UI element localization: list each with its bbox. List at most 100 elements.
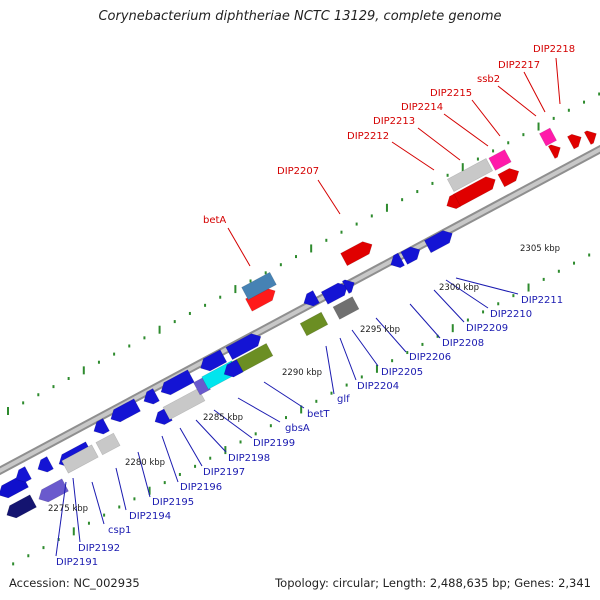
leader-line: [115, 467, 127, 511]
gene-label: betA: [203, 215, 226, 226]
gene-label: DIP2217: [498, 60, 540, 71]
gene-label: DIP2208: [442, 338, 484, 349]
gene-label: DIP2198: [228, 453, 270, 464]
gene-arrow: [95, 432, 121, 456]
leader-line: [433, 289, 465, 323]
gene-arrow: [6, 494, 37, 519]
gene-arrow: [341, 279, 355, 294]
gene-label: betT: [307, 409, 330, 420]
gene-label: DIP2206: [409, 352, 451, 363]
gene-arrow: [390, 252, 406, 269]
gene-arrow: [583, 130, 597, 145]
gene-arrow: [332, 296, 360, 320]
gene-arrow: [320, 282, 348, 305]
gene-label: DIP2215: [430, 88, 472, 99]
accession-text: Accession: NC_002935: [9, 576, 140, 590]
label-leaders: [55, 57, 561, 557]
gene-arrow: [162, 387, 206, 421]
gene-label: gbsA: [285, 423, 310, 434]
gene-label: DIP2204: [357, 381, 399, 392]
leader-line: [555, 57, 561, 105]
leader-line: [523, 71, 546, 113]
gene-label: DIP2209: [466, 323, 508, 334]
gene-label: DIP2211: [521, 295, 563, 306]
gene-label: DIP2199: [253, 438, 295, 449]
leader-line: [339, 337, 357, 381]
gene-label: DIP2192: [78, 543, 120, 554]
gene-arrow: [446, 193, 462, 210]
leader-line: [325, 345, 335, 395]
gene-label: DIP2213: [373, 116, 415, 127]
gene-label: DIP2194: [129, 511, 171, 522]
leader-line: [137, 451, 151, 498]
gene-label: DIP2207: [277, 166, 319, 177]
leader-line: [72, 477, 81, 543]
leader-line: [91, 481, 105, 525]
gene-arrow: [37, 456, 54, 473]
leader-line: [455, 277, 519, 295]
scale-dots: [7, 92, 600, 566]
gene-arrow: [538, 127, 558, 147]
leader-line: [471, 99, 501, 137]
leader-line: [391, 141, 435, 171]
leader-line: [263, 381, 305, 409]
gene-arrow: [110, 398, 141, 423]
leader-line: [317, 179, 341, 215]
gene-label: DIP2218: [533, 44, 575, 55]
gene-arrow: [160, 369, 195, 396]
topology-text: Topology: circular; Length: 2,488,635 bp…: [275, 576, 591, 590]
gene-label: DIP2196: [180, 482, 222, 493]
leader-line: [227, 227, 251, 267]
leader-line: [195, 419, 227, 453]
leader-line: [409, 303, 441, 339]
gene-arrow: [200, 349, 228, 372]
gene-label: DIP2205: [381, 367, 423, 378]
gene-label: ssb2: [477, 74, 500, 85]
gene-arrow: [566, 133, 582, 150]
gene-label: glf: [337, 394, 350, 405]
scale-label: 2305 kbp: [520, 244, 560, 254]
scale-label: 2300 kbp: [439, 283, 479, 293]
leader-line: [161, 435, 179, 483]
scale-label: 2290 kbp: [282, 368, 322, 378]
gene-arrow: [547, 144, 561, 159]
gene-arrow: [241, 271, 277, 301]
scale-label: 2285 kbp: [203, 413, 243, 423]
gene-arrow: [93, 418, 110, 435]
leader-line: [213, 409, 253, 439]
scale-label: 2275 kbp: [48, 504, 88, 514]
gene-arrow: [423, 230, 453, 254]
leader-line: [237, 397, 281, 423]
gene-arrow: [299, 311, 329, 337]
gene-arrow: [223, 359, 244, 378]
genome-backbone-highlight: [0, 147, 600, 473]
gene-arrow: [143, 388, 160, 405]
leader-line: [445, 279, 489, 309]
gene-label: csp1: [108, 525, 131, 536]
gene-arrow: [340, 241, 373, 267]
gene-arrow: [488, 149, 512, 171]
gene-arrow: [38, 478, 69, 503]
leader-line: [417, 127, 461, 161]
gene-label: DIP2197: [203, 467, 245, 478]
gene-arrow: [15, 466, 32, 483]
leader-line: [179, 427, 203, 467]
leader-line: [55, 481, 67, 557]
gene-label: DIP2212: [347, 131, 389, 142]
leader-line: [375, 317, 407, 353]
gene-arrow: [400, 246, 421, 265]
gene-label: DIP2210: [490, 309, 532, 320]
leader-line: [351, 329, 379, 367]
leader-line: [497, 85, 537, 117]
gene-arrow: [61, 444, 99, 474]
gene-arrow: [225, 333, 262, 361]
gene-label: DIP2214: [401, 102, 443, 113]
genome-title: Corynebacterium diphtheriae NCTC 13129, …: [98, 9, 502, 24]
gene-arrow: [497, 168, 520, 188]
gene-arrow: [303, 290, 320, 307]
leader-line: [443, 113, 489, 147]
scale-label: 2295 kbp: [360, 325, 400, 335]
genes: [0, 127, 597, 519]
scale-label: 2280 kbp: [125, 458, 165, 468]
